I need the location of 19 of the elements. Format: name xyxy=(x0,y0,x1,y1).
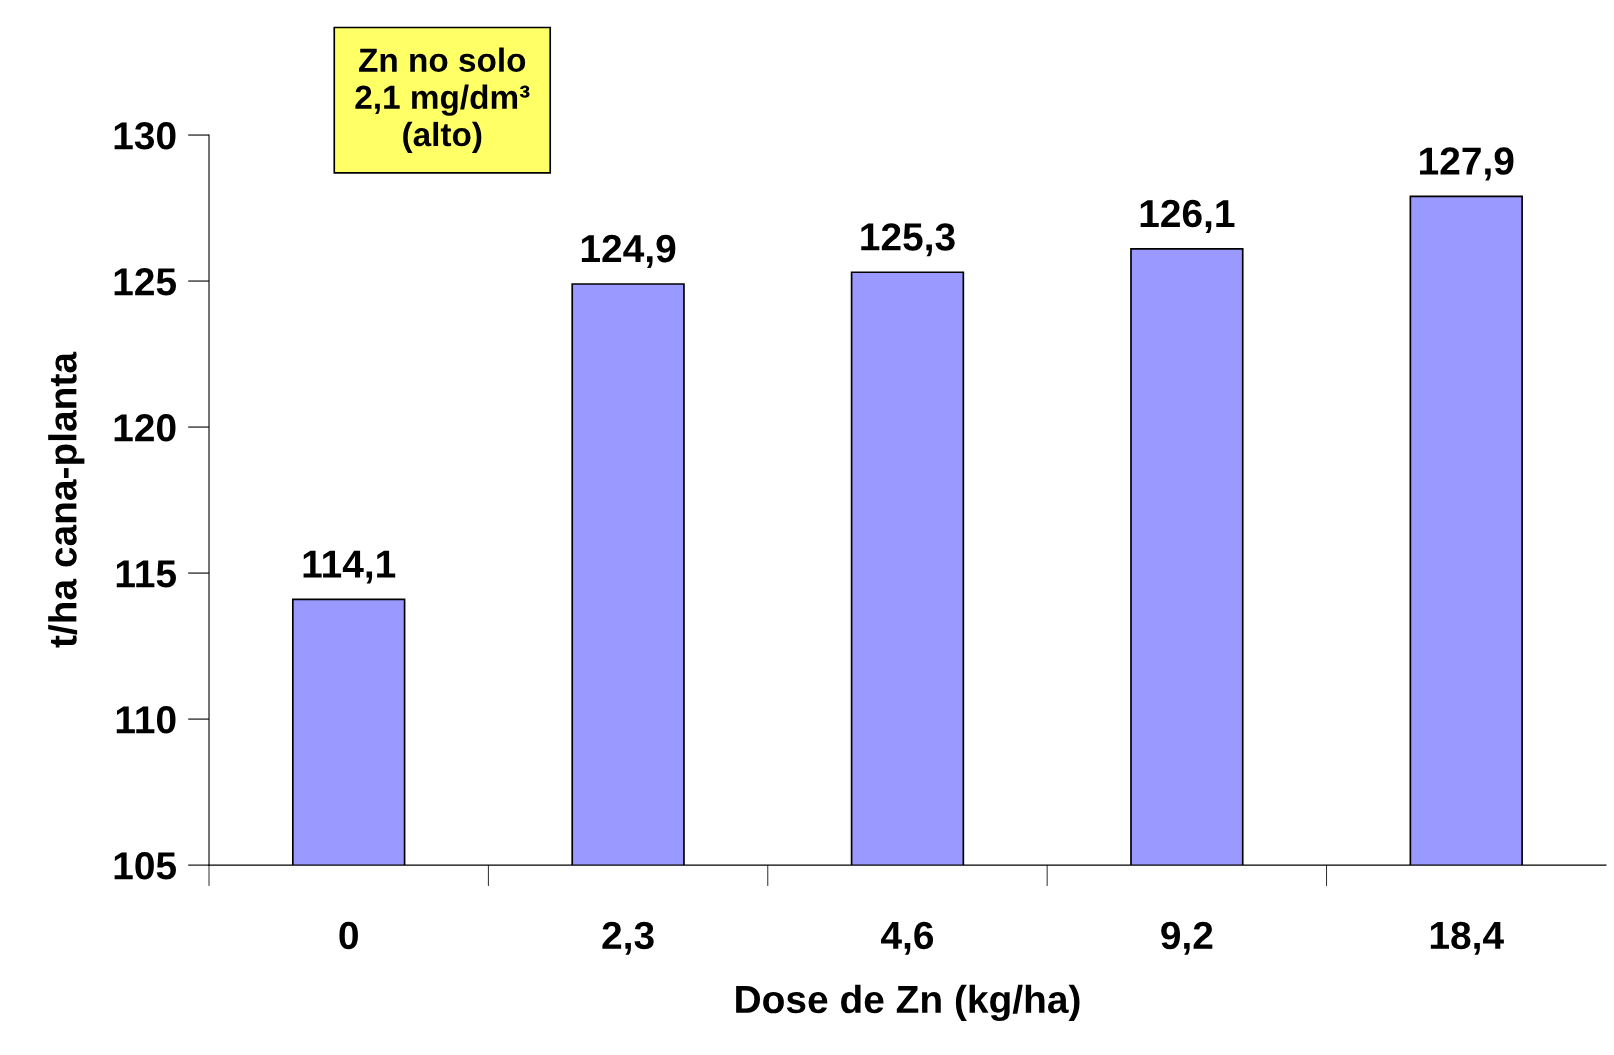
y-tick-label: 130 xyxy=(114,121,176,150)
data-label: 127,9 xyxy=(1420,147,1514,181)
y-tick-label: 105 xyxy=(114,852,176,880)
x-tick-label: 4,6 xyxy=(881,921,934,955)
y-tick-label: 120 xyxy=(114,414,176,442)
annotation: Zn no solo 2,1 mg/dm³ (alto) xyxy=(355,47,530,153)
x-tick-label: 0 xyxy=(339,921,358,950)
x-tick-label: 9,2 xyxy=(1161,921,1213,955)
data-label: 125,3 xyxy=(861,223,955,257)
data-label: 124,9 xyxy=(581,234,676,269)
x-axis-title: Dose de Zn (kg/ha) xyxy=(736,984,1080,1022)
data-label: 114,1 xyxy=(303,550,396,584)
x-tick-label: 18,4 xyxy=(1430,921,1504,955)
y-tick-label: 125 xyxy=(114,267,176,296)
y-tick-label: 110 xyxy=(116,706,176,734)
y-axis-title: t/ha cana-planta xyxy=(48,351,85,648)
data-label: 126,1 xyxy=(1140,199,1235,233)
y-tick-label: 115 xyxy=(116,560,176,588)
x-tick-label: 2,3 xyxy=(602,921,654,955)
